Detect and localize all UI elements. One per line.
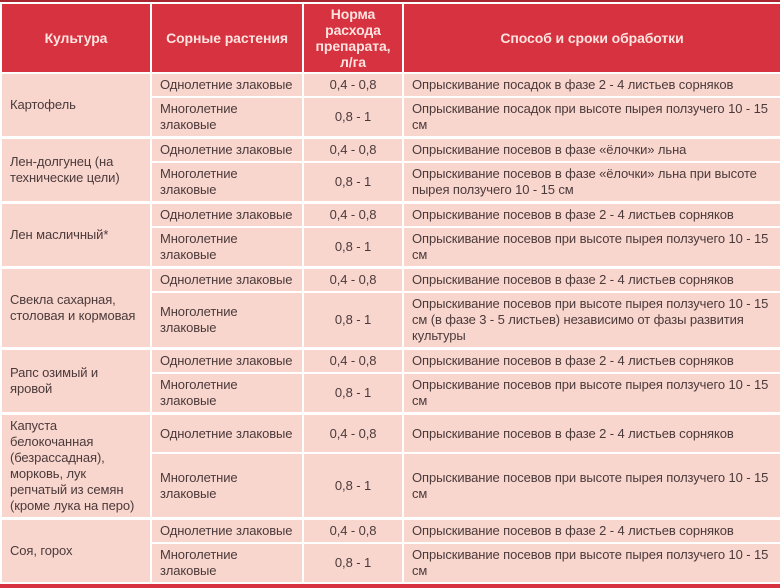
- method-cell: Опрыскивание посевов в фазе 2 - 4 листье…: [402, 201, 780, 228]
- method-cell: Опрыскивание посадок при высоте пырея по…: [402, 96, 780, 139]
- table-row: Свекла сахарная, столовая и кормовая Одно…: [0, 266, 780, 350]
- table-row: Картофель Однолетние злаковые 0,4 - 0,8 Опр…: [0, 72, 780, 139]
- method-cell: Опрыскивание посевов при высоте пырея по…: [402, 226, 780, 269]
- method-cell: Опрыскивание посевов при высоте пырея по…: [402, 452, 780, 520]
- weeds-cell: Однолетние злаковые: [150, 72, 304, 98]
- method-cell: Опрыскивание посевов в фазе 2 - 4 листье…: [402, 412, 780, 455]
- table-bottom-border: [0, 584, 780, 588]
- weeds-cell: Многолетние злаковые: [150, 226, 304, 269]
- table-row: Многолетние злаковые 0,8 - 1 Опрыскивание …: [1, 96, 780, 139]
- table-row: Лен масличный* Однолетние злаковые 0,4 - 0…: [0, 201, 780, 269]
- method-cell: Опрыскивание посевов при высоте пырея по…: [402, 372, 780, 415]
- rate-cell: 0,4 - 0,8: [302, 266, 404, 293]
- rate-cell: 0,8 - 1: [302, 542, 404, 584]
- weeds-cell: Однолетние злаковые: [150, 347, 304, 374]
- crop-cell: Капуста белокочанная (безрассадная), мор…: [0, 412, 152, 520]
- rate-cell: 0,8 - 1: [302, 226, 404, 269]
- table-row: Рапс озимый и яровой Однолетние злаковые 0…: [0, 347, 780, 415]
- header-cell-crop: Культура: [0, 2, 152, 74]
- rate-cell: 0,4 - 0,8: [302, 347, 404, 374]
- rate-cell: 0,8 - 1: [302, 291, 404, 350]
- weeds-cell: Многолетние злаковые: [150, 452, 304, 520]
- crop-cell: Рапс озимый и яровой: [0, 347, 152, 415]
- crop-cell: Картофель: [0, 72, 152, 139]
- weeds-cell: Однолетние злаковые: [150, 136, 304, 163]
- weeds-cell: Однолетние злаковые: [150, 201, 304, 228]
- table-row: Многолетние злаковые 0,8 - 1 Опрыскивание …: [1, 291, 780, 350]
- rate-cell: 0,4 - 0,8: [302, 412, 404, 455]
- method-cell: Опрыскивание посевов в фазе 2 - 4 листье…: [402, 266, 780, 293]
- method-cell: Опрыскивание посевов в фазе 2 - 4 листье…: [402, 347, 780, 374]
- table-row: Многолетние злаковые 0,8 - 1 Опрыскивание …: [1, 226, 780, 269]
- crop-cell: Соя, горох: [0, 517, 152, 584]
- table-body: Картофель Однолетние злаковые 0,4 - 0,8 Опр…: [0, 72, 780, 584]
- weeds-cell: Многолетние злаковые: [150, 291, 304, 350]
- weeds-cell: Многолетние злаковые: [150, 161, 304, 204]
- rate-cell: 0,4 - 0,8: [302, 201, 404, 228]
- header-cell-method: Способ и сроки обработки: [402, 2, 780, 74]
- weeds-cell: Однолетние злаковые: [150, 412, 304, 455]
- table-row: Лен-долгунец (на технические цели) Одноле…: [0, 136, 780, 204]
- method-cell: Опрыскивание посевов при высоте пырея по…: [402, 542, 780, 584]
- table-row: Капуста белокочанная (безрассадная), мор…: [0, 412, 780, 520]
- rate-cell: 0,8 - 1: [302, 161, 404, 204]
- method-cell: Опрыскивание посевов в фазе «ёлочки» льн…: [402, 161, 780, 204]
- weeds-cell: Многолетние злаковые: [150, 372, 304, 415]
- weeds-cell: Многолетние злаковые: [150, 96, 304, 139]
- header-cell-weeds: Сорные растения: [150, 2, 304, 74]
- rate-cell: 0,4 - 0,8: [302, 72, 404, 98]
- table-header: Культура Сорные растения Норма расхода п…: [0, 2, 780, 74]
- method-cell: Опрыскивание посадок в фазе 2 - 4 листье…: [402, 72, 780, 98]
- rate-cell: 0,8 - 1: [302, 452, 404, 520]
- table-row: Многолетние злаковые 0,8 - 1 Опрыскивание …: [1, 372, 780, 415]
- weeds-cell: Однолетние злаковые: [150, 517, 304, 544]
- rate-cell: 0,8 - 1: [302, 372, 404, 415]
- method-cell: Опрыскивание посевов при высоте пырея по…: [402, 291, 780, 350]
- crop-cell: Лен-долгунец (на технические цели): [0, 136, 152, 204]
- rate-cell: 0,4 - 0,8: [302, 517, 404, 544]
- crop-cell: Свекла сахарная, столовая и кормовая: [0, 266, 152, 350]
- weeds-cell: Многолетние злаковые: [150, 542, 304, 584]
- header-row: Культура Сорные растения Норма расхода п…: [0, 2, 780, 74]
- method-cell: Опрыскивание посевов в фазе 2 - 4 листье…: [402, 517, 780, 544]
- header-cell-rate: Норма расхода препарата, л/га: [302, 2, 404, 74]
- rate-cell: 0,8 - 1: [302, 96, 404, 139]
- weeds-cell: Однолетние злаковые: [150, 266, 304, 293]
- table-row: Многолетние злаковые 0,8 - 1 Опрыскивание …: [1, 161, 780, 204]
- crop-cell: Лен масличный*: [0, 201, 152, 269]
- table-row: Соя, горох Однолетние злаковые 0,4 - 0,8 Оп…: [0, 517, 780, 584]
- method-cell: Опрыскивание посевов в фазе «ёлочки» льн…: [402, 136, 780, 163]
- rate-cell: 0,4 - 0,8: [302, 136, 404, 163]
